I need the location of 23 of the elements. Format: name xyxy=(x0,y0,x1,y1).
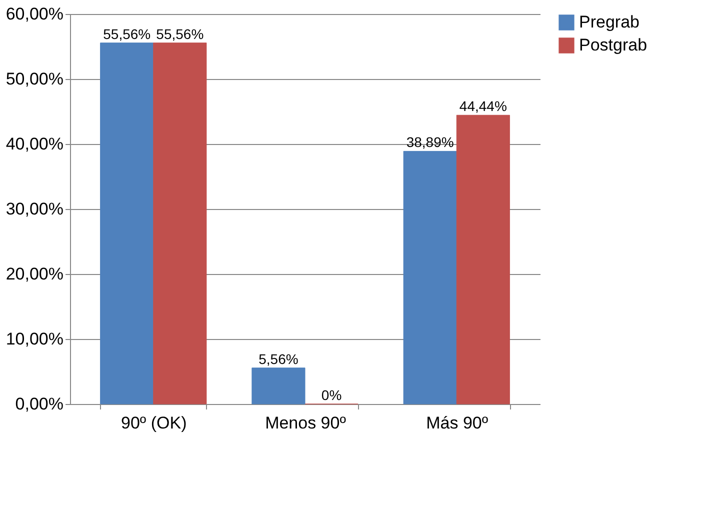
x-tick-label: 90º (OK) xyxy=(121,414,187,432)
data-label: 44,44% xyxy=(459,98,507,114)
y-tick-label: 50,00% xyxy=(6,70,64,88)
data-label: 0% xyxy=(321,387,342,403)
data-label: 55,56% xyxy=(156,26,204,42)
y-tick-label: 20,00% xyxy=(6,264,64,284)
bar xyxy=(153,42,207,404)
legend-label: Pregrab xyxy=(579,12,640,32)
x-tick-label: Menos 90º xyxy=(265,414,346,432)
bar xyxy=(403,150,457,404)
y-tick-label: 30,00% xyxy=(6,200,64,218)
bar xyxy=(456,114,510,404)
y-tick-label: 60,00% xyxy=(6,4,64,24)
data-label: 38,89% xyxy=(406,134,454,150)
y-tick-label: 0,00% xyxy=(15,394,64,414)
bar xyxy=(100,42,154,404)
y-tick-label: 10,00% xyxy=(6,330,64,348)
legend-label: Postgrab xyxy=(579,36,648,54)
data-label: 55,56% xyxy=(103,26,151,42)
bar xyxy=(252,368,306,404)
data-label: 5,56% xyxy=(258,350,298,367)
y-tick-label: 40,00% xyxy=(6,134,64,154)
x-tick-label: Más 90º xyxy=(426,414,488,432)
